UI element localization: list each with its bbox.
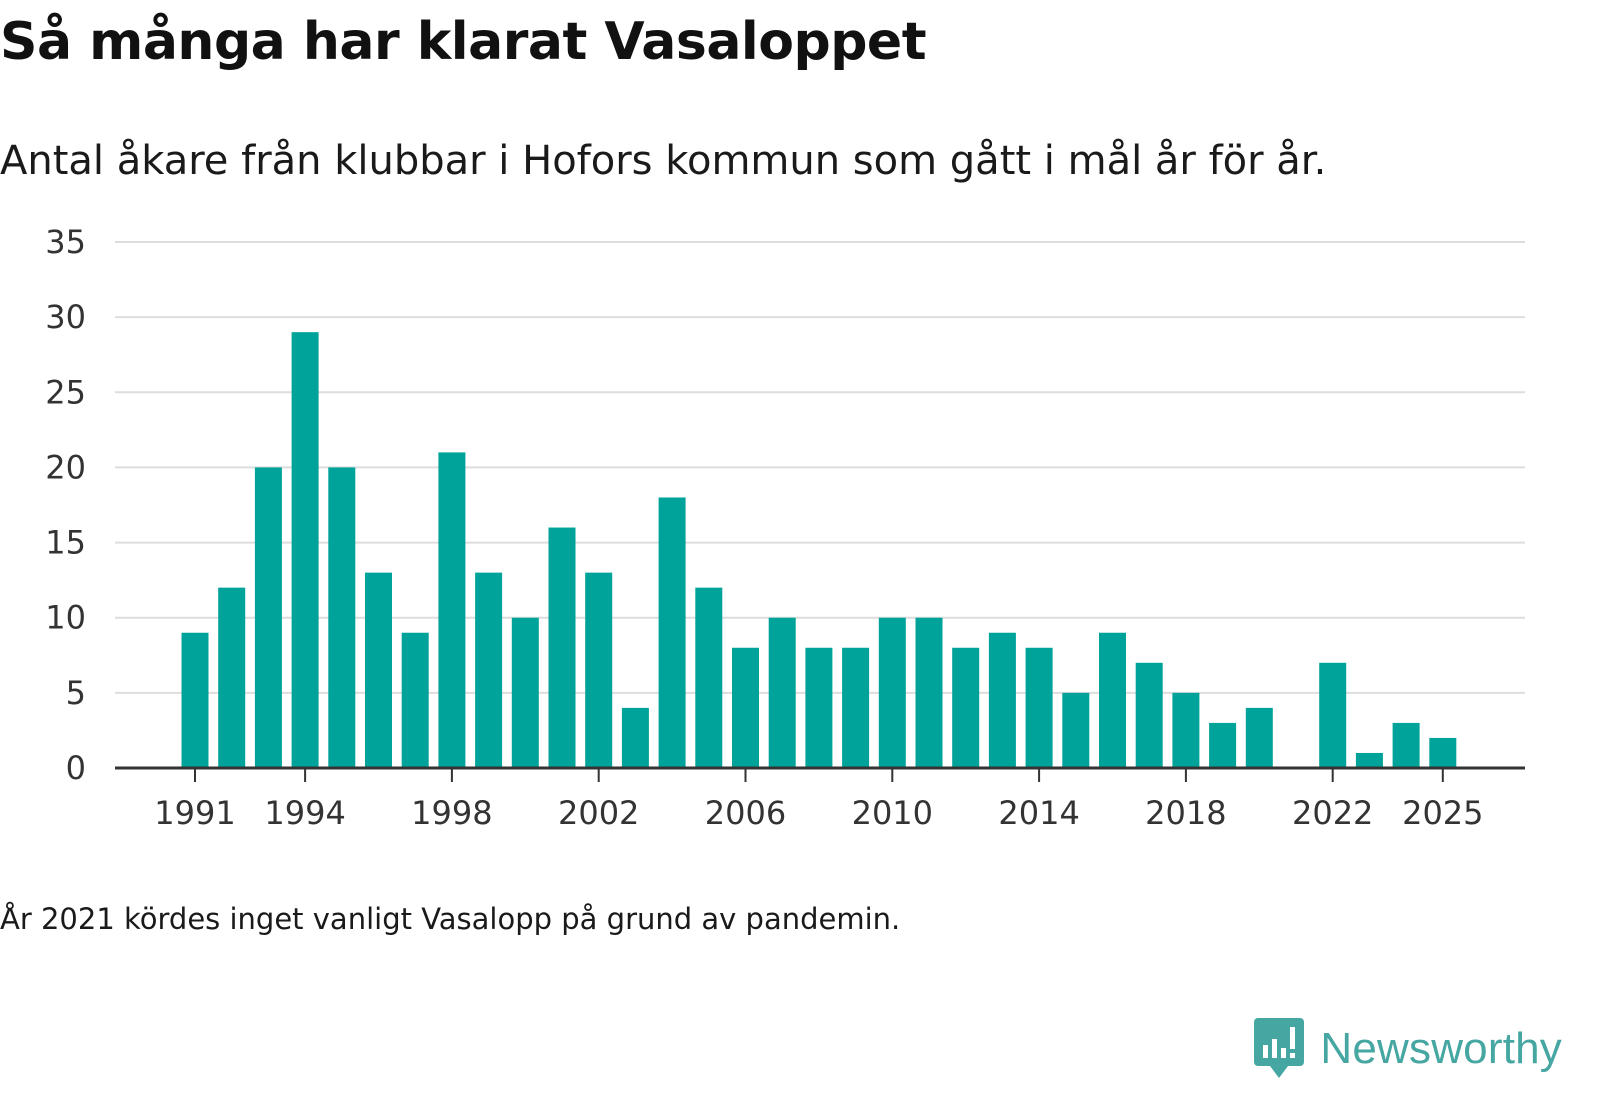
y-tick-label: 30 (45, 298, 86, 336)
bar-2018 (1172, 692, 1200, 768)
x-tick-label: 2010 (852, 794, 933, 832)
brand: Newsworthy (1254, 1018, 1562, 1080)
bar-2015 (1062, 692, 1090, 768)
bar-2010 (878, 617, 906, 768)
bar-2007 (768, 617, 796, 768)
y-tick-label: 20 (45, 448, 86, 486)
y-tick-label: 35 (45, 223, 86, 261)
bar-2001 (548, 527, 576, 768)
bar-2024 (1392, 722, 1420, 768)
x-tick-label: 2014 (998, 794, 1079, 832)
bar-2014 (1025, 647, 1053, 768)
y-tick-label: 15 (45, 524, 86, 562)
bar-1998 (438, 452, 466, 768)
chart-subtitle: Antal åkare från klubbar i Hofors kommun… (0, 138, 1327, 184)
bar-1995 (328, 467, 356, 768)
x-tick-label: 1994 (264, 794, 345, 832)
bar-2023 (1355, 752, 1383, 768)
bar-2000 (511, 617, 539, 768)
newsworthy-logo-icon (1254, 1018, 1305, 1078)
y-tick-label: 10 (45, 599, 86, 637)
bar-2003 (621, 707, 649, 768)
x-tick-label: 2006 (705, 794, 786, 832)
bar-2004 (658, 497, 686, 768)
brand-name: Newsworthy (1320, 1024, 1562, 1073)
bar-2009 (842, 647, 870, 768)
y-tick-label: 5 (66, 674, 86, 712)
y-tick-label: 25 (45, 373, 86, 411)
gridlines (115, 241, 1525, 694)
chart-title: Så många har klarat Vasaloppet (0, 12, 927, 72)
bar-2005 (695, 587, 723, 768)
bar-2016 (1099, 632, 1126, 768)
x-tick-label: 2025 (1402, 794, 1483, 832)
bar-2017 (1135, 662, 1163, 768)
bars (181, 332, 1457, 768)
x-tick-label: 1998 (411, 794, 492, 832)
bar-2025 (1429, 737, 1457, 768)
bar-1992 (218, 587, 246, 768)
bar-2019 (1209, 722, 1237, 768)
bar-2011 (915, 617, 943, 768)
bar-2002 (585, 572, 613, 768)
x-tick-label: 2022 (1292, 794, 1373, 832)
footnote: År 2021 kördes inget vanligt Vasalopp på… (0, 902, 901, 936)
bar-2012 (952, 647, 980, 768)
bar-2020 (1245, 707, 1273, 768)
bar-2008 (805, 647, 833, 768)
bar-2013 (988, 632, 1016, 768)
x-tick-label: 2002 (558, 794, 639, 832)
bar-2006 (732, 647, 759, 768)
bar-1993 (254, 467, 282, 768)
x-tick-label: 1991 (154, 794, 235, 832)
bar-2022 (1319, 662, 1347, 768)
bar-1994 (291, 332, 319, 768)
bar-1997 (401, 632, 429, 768)
bar-1991 (181, 632, 209, 768)
bar-1996 (365, 572, 392, 768)
y-tick-label: 0 (66, 749, 86, 787)
x-tick-label: 2018 (1145, 794, 1226, 832)
bar-1999 (475, 572, 503, 768)
